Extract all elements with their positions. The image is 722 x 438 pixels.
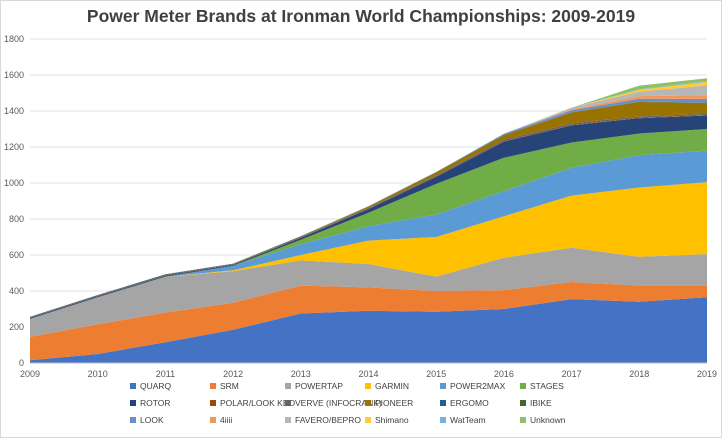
legend-label: GARMIN	[375, 381, 409, 391]
legend-label: Shimano	[375, 415, 409, 425]
legend-item: Unknown	[520, 415, 565, 425]
x-tick-label: 2010	[88, 369, 108, 379]
x-tick-label: 2014	[358, 369, 378, 379]
legend-label: SRM	[220, 381, 239, 391]
y-tick-label: 1200	[4, 142, 24, 152]
x-tick-label: 2015	[426, 369, 446, 379]
area-stages	[30, 129, 707, 319]
legend-swatch	[285, 417, 291, 423]
legend-swatch	[365, 417, 371, 423]
legend-item: ROTOR	[130, 398, 171, 408]
stacked-areas	[30, 78, 707, 363]
y-tick-label: 1000	[4, 178, 24, 188]
legend-item: Shimano	[365, 415, 409, 425]
legend-item: STAGES	[520, 381, 564, 391]
legend-swatch	[130, 400, 136, 406]
legend-label: POWERTAP	[295, 381, 343, 391]
legend-item: IBIKE	[520, 398, 552, 408]
x-tick-label: 2019	[697, 369, 717, 379]
x-tick-label: 2009	[20, 369, 40, 379]
chart-title: Power Meter Brands at Ironman World Cham…	[86, 6, 636, 26]
y-tick-label: 600	[9, 250, 24, 260]
legend-item: ERGOMO	[440, 398, 489, 408]
legend-swatch	[520, 383, 526, 389]
y-tick-label: 400	[9, 286, 24, 296]
legend-label: LOOK	[140, 415, 164, 425]
legend-swatch	[365, 383, 371, 389]
legend-swatch	[520, 417, 526, 423]
legend-label: Unknown	[530, 415, 566, 425]
legend-label: WatTeam	[450, 415, 486, 425]
legend-item: LOOK	[130, 415, 164, 425]
legend-swatch	[440, 383, 446, 389]
legend-item: 4iiii	[210, 415, 232, 425]
area-srm	[30, 282, 707, 361]
x-tick-label: 2018	[629, 369, 649, 379]
legend-label: PIONEER	[375, 398, 414, 408]
x-tick-label: 2017	[562, 369, 582, 379]
legend-label: ROTOR	[140, 398, 171, 408]
y-tick-label: 200	[9, 322, 24, 332]
legend-swatch	[130, 417, 136, 423]
x-tick-label: 2012	[223, 369, 243, 379]
legend-label: QUARQ	[140, 381, 172, 391]
legend-item: VERVE (INFOCRANK)	[285, 398, 382, 408]
legend-item: QUARQ	[130, 381, 171, 391]
legend-label: ERGOMO	[450, 398, 489, 408]
legend-label: VERVE (INFOCRANK)	[295, 398, 382, 408]
legend-item: PIONEER	[365, 398, 413, 408]
legend-swatch	[440, 417, 446, 423]
legend-swatch	[210, 383, 216, 389]
axes: 0 200 400 600 800 1000 1200 1400 1600 1800 2009 201…	[4, 34, 717, 379]
y-tick-label: 1800	[4, 34, 24, 44]
legend-label: STAGES	[530, 381, 564, 391]
legend-swatch	[285, 383, 291, 389]
area-power2max	[30, 150, 707, 319]
legend-swatch	[210, 417, 216, 423]
legend-swatch	[210, 400, 216, 406]
legend-swatch	[285, 400, 291, 406]
y-tick-label: 0	[19, 358, 24, 368]
legend-swatch	[520, 400, 526, 406]
legend-label: POWER2MAX	[450, 381, 506, 391]
legend-item: POWERTAP	[285, 381, 343, 391]
legend-item: POWER2MAX	[440, 381, 505, 391]
legend-item: WatTeam	[440, 415, 486, 425]
legend-label: IBIKE	[530, 398, 552, 408]
legend-label: POLAR/LOOK KEO	[220, 398, 296, 408]
y-tick-label: 1400	[4, 106, 24, 116]
legend-label: FAVERO/BEPRO	[295, 415, 361, 425]
legend-item: SRM	[210, 381, 239, 391]
legend-swatch	[130, 383, 136, 389]
legend-label: 4iiii	[220, 415, 233, 425]
legend-item: GARMIN	[365, 381, 409, 391]
legend-swatch	[440, 400, 446, 406]
area-powertap	[30, 247, 707, 337]
x-tick-label: 2011	[156, 369, 175, 379]
legend-item: FAVERO/BEPRO	[285, 415, 361, 425]
x-tick-label: 2016	[494, 369, 514, 379]
area-garmin	[30, 182, 707, 319]
legend-item: POLAR/LOOK KEO	[210, 398, 295, 408]
y-tick-label: 800	[9, 214, 24, 224]
legend-swatch	[365, 400, 371, 406]
y-tick-label: 1600	[4, 70, 24, 80]
area-quarq	[30, 297, 707, 363]
x-tick-label: 2013	[291, 369, 311, 379]
